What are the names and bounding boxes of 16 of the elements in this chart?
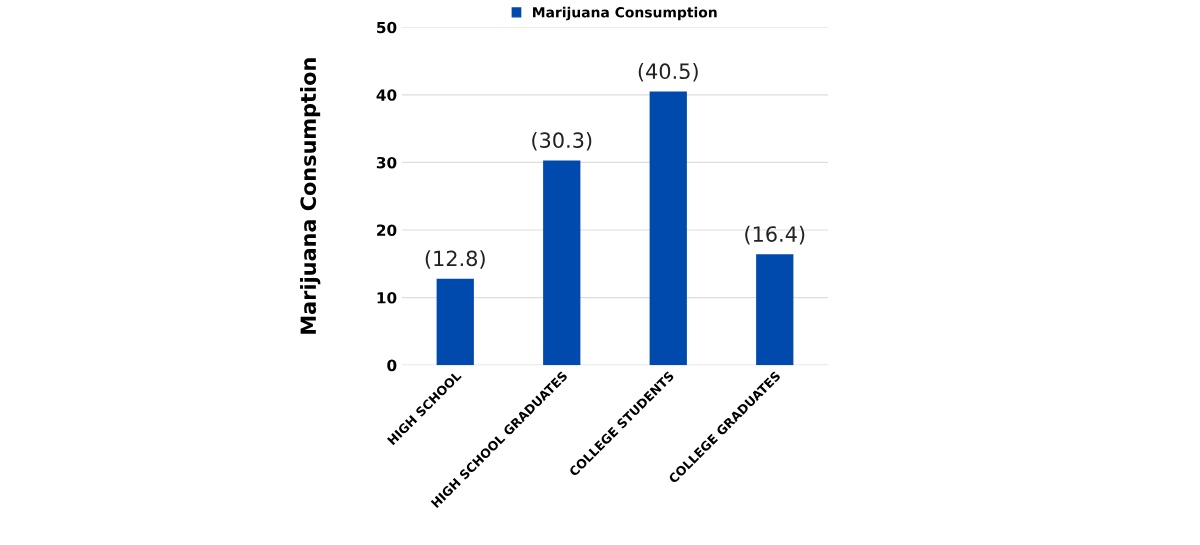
legend-label: Marijuana Consumption <box>533 6 717 21</box>
y-tick-label: 20 <box>377 224 397 237</box>
data-label: (12.8) <box>425 250 485 269</box>
y-tick-label: 50 <box>377 21 397 34</box>
y-tick-label: 30 <box>376 156 397 169</box>
y-tick-label: 0 <box>387 359 397 372</box>
y-axis-title: Marijuana Consumption <box>300 58 321 334</box>
bar <box>436 278 474 366</box>
data-label: (16.4) <box>745 225 805 245</box>
y-tick-label: 40 <box>376 89 397 101</box>
data-label: (40.5) <box>638 62 698 82</box>
y-tick-label: 10 <box>377 292 397 304</box>
bar <box>756 254 794 366</box>
data-label: (30.3) <box>532 131 592 151</box>
bar <box>543 160 581 366</box>
bar <box>649 91 687 366</box>
